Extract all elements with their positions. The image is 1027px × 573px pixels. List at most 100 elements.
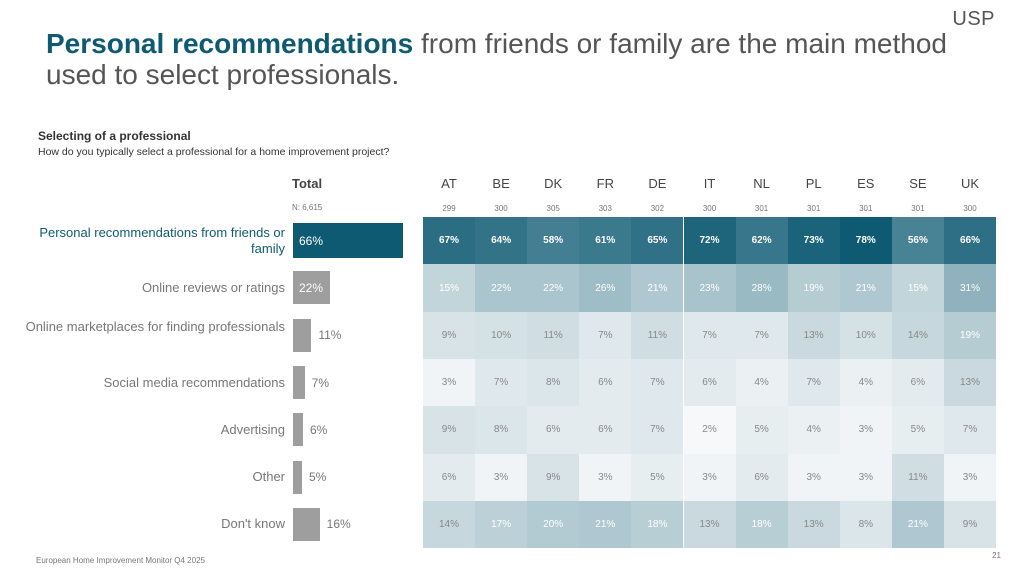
country-sample-size-es: 301 [859, 204, 873, 213]
heatmap-cell: 9% [423, 311, 475, 360]
total-bar [293, 271, 330, 305]
country-header-pl: PL [805, 176, 822, 191]
heatmap-cell: 21% [891, 500, 944, 549]
total-bar [293, 223, 403, 259]
country-header-it: IT [703, 176, 716, 191]
heatmap-cell: 28% [735, 264, 788, 312]
heatmap-cell: 13% [683, 500, 736, 549]
heatmap-cell: 15% [423, 264, 475, 312]
country-header-de: DE [648, 176, 667, 191]
heatmap-cell: 6% [891, 358, 944, 407]
heatmap-cell: 3% [787, 453, 840, 502]
total-bar [293, 318, 312, 352]
usp-logo: USP [952, 8, 995, 30]
heatmap-cell: 13% [944, 358, 996, 407]
heatmap-cell: 11% [631, 311, 684, 360]
heatmap-cell: 10% [475, 311, 528, 360]
country-sample-size-be: 300 [494, 204, 508, 213]
heatmap-cell: 6% [579, 406, 632, 454]
heatmap-cell: 7% [631, 358, 684, 407]
heatmap-cell: 78% [839, 217, 892, 265]
heatmap-cell: 11% [527, 311, 580, 360]
heatmap-cell: 6% [735, 453, 788, 502]
heatmap-cell: 20% [527, 500, 580, 549]
heatmap-cell: 65% [631, 217, 684, 265]
page-number: 21 [992, 551, 1001, 560]
heatmap-cell: 62% [735, 217, 788, 265]
heatmap-cell: 13% [787, 311, 840, 360]
heatmap-cell: 3% [839, 453, 892, 502]
heatmap-cell: 14% [891, 311, 944, 360]
heatmap-cell: 13% [787, 500, 840, 549]
heatmap-cell: 61% [579, 217, 632, 265]
heatmap-cell: 73% [787, 217, 840, 265]
heatmap-cell: 58% [527, 217, 580, 265]
heatmap-cell: 7% [683, 311, 736, 360]
heatmap-cell: 7% [579, 311, 632, 360]
heatmap-cell: 4% [839, 358, 892, 407]
heatmap-cell: 17% [475, 500, 528, 549]
country-header-nl: NL [753, 176, 770, 191]
row-label: Online reviews or ratings [141, 279, 285, 295]
heatmap-cell: 66% [944, 217, 996, 265]
heatmap-cell: 10% [839, 311, 892, 360]
country-sample-size-uk: 300 [963, 204, 977, 213]
total-bar [293, 460, 302, 494]
heatmap-cell: 6% [423, 453, 475, 502]
total-bar-value: 11% [318, 328, 342, 343]
heatmap-cell: 6% [683, 358, 736, 407]
country-sample-size-it: 300 [702, 204, 717, 213]
heatmap-cell: 3% [683, 453, 736, 502]
country-sample-size-dk: 305 [546, 204, 560, 213]
heatmap-cell: 15% [891, 264, 944, 312]
country-header-es: ES [857, 176, 875, 191]
total-bar-value: 6% [310, 422, 328, 437]
total-sample-size: N: 6,615 [292, 203, 323, 212]
row-label: Personal recommendations from friends or… [39, 224, 285, 256]
heatmap-cell: 22% [475, 264, 528, 312]
total-bar [293, 413, 303, 447]
heatmap-cell: 64% [475, 217, 528, 265]
country-sample-size-de: 302 [650, 204, 665, 213]
chart-subtitle: Selecting of a professional [38, 129, 191, 143]
country-header-fr: FR [596, 176, 614, 191]
heatmap-cell: 19% [787, 264, 840, 312]
heatmap-cell: 31% [944, 264, 996, 312]
heatmap-cell: 19% [944, 311, 996, 360]
heatmap-cell: 8% [839, 500, 892, 549]
heatmap-cell: 3% [423, 358, 475, 407]
total-bar [293, 507, 320, 541]
heatmap-cell: 72% [683, 217, 736, 265]
heatmap-cell: 4% [787, 406, 840, 454]
heatmap-cell: 3% [475, 453, 528, 502]
heatmap-cell: 26% [579, 264, 632, 312]
heatmap-cell: 21% [631, 264, 684, 312]
total-bar [293, 366, 305, 400]
title-rest: from friends or family are the main meth… [46, 28, 947, 90]
country-header-at: AT [441, 176, 457, 191]
country-sample-size-pl: 301 [807, 204, 821, 213]
page-title: Personal recommendations from friends or… [46, 28, 966, 90]
heatmap-cell: 56% [891, 217, 944, 265]
heatmap-cell: 11% [891, 453, 944, 502]
country-header-uk: UK [960, 176, 980, 191]
heatmap-cell: 9% [527, 453, 580, 502]
heatmap-cell: 9% [423, 406, 475, 454]
row-label: Don't know [221, 516, 285, 532]
heatmap-cell: 5% [735, 406, 788, 454]
heatmap-cell: 7% [944, 406, 996, 454]
total-bar-value: 16% [326, 517, 351, 532]
heatmap-cell: 23% [683, 264, 736, 312]
heatmap-cell: 21% [579, 500, 632, 549]
country-sample-size-se: 301 [911, 204, 925, 213]
heatmap-cell: 8% [527, 358, 580, 407]
heatmap-cell: 67% [423, 217, 475, 265]
survey-question: How do you typically select a profession… [38, 146, 390, 158]
heatmap-cell: 14% [423, 500, 475, 549]
country-header-dk: DK [544, 176, 563, 191]
heatmap-cell: 6% [527, 406, 580, 454]
heatmap-cell: 22% [527, 264, 580, 312]
country-header-se: SE [909, 176, 927, 191]
row-label: Social media recommendations [103, 374, 285, 390]
heatmap-cell: 3% [839, 406, 892, 454]
